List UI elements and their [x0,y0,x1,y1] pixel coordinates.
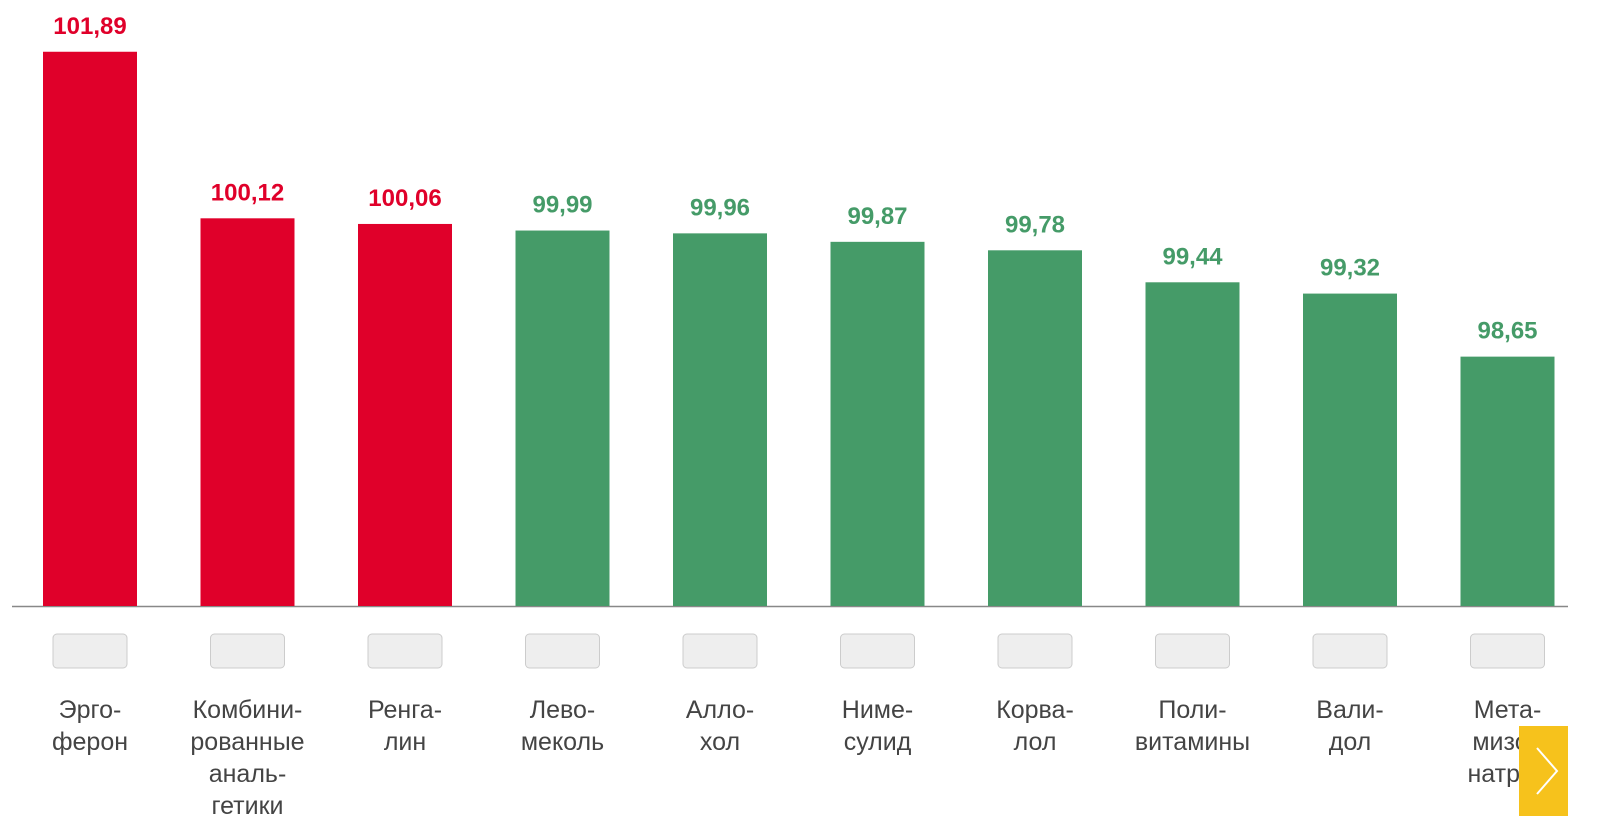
x-tick-label: Ниме- сулид [841,696,914,756]
arrow-icon [1536,747,1559,795]
bar [515,230,610,606]
icon [367,633,443,669]
x-tick-label: Алло- хол [685,696,755,756]
value-label: 101,89 [53,13,126,40]
value-label: 99,78 [1005,211,1065,238]
value-label: 98,65 [1477,318,1537,345]
value-label: 99,32 [1320,255,1380,282]
icon [682,633,758,669]
icon [997,633,1073,669]
next-button[interactable] [1519,726,1568,816]
bar [673,233,767,606]
bar [200,218,295,607]
icon [1312,633,1388,669]
icon [1470,633,1545,669]
x-tick-label: Эрго- ферон [51,696,129,756]
bar [1303,293,1397,606]
bar [1145,282,1240,606]
value-label: 100,06 [368,185,441,212]
icon [525,633,600,669]
icon [210,633,285,669]
icon [840,633,915,669]
value-label: 99,87 [847,203,907,230]
x-tick-label: Комбини- рованные аналь- гетики [190,696,305,820]
x-tick-label: Поли- витамины [1134,696,1251,756]
x-tick-label: Вали- дол [1316,696,1384,756]
bar [1460,356,1555,606]
icon [1155,633,1230,669]
x-tick-label: Лево- меколь [520,696,605,756]
value-label: 99,96 [690,194,750,221]
bar [830,241,925,606]
x-tick-label: Корва- лол [996,696,1074,756]
icon [52,633,128,669]
bar [358,223,452,607]
x-tick-label: Ренга- лин [367,696,443,756]
bar [988,250,1082,606]
value-label: 99,44 [1162,243,1223,270]
bar [43,51,137,607]
value-label: 100,12 [211,179,284,206]
value-label: 99,99 [532,192,592,219]
